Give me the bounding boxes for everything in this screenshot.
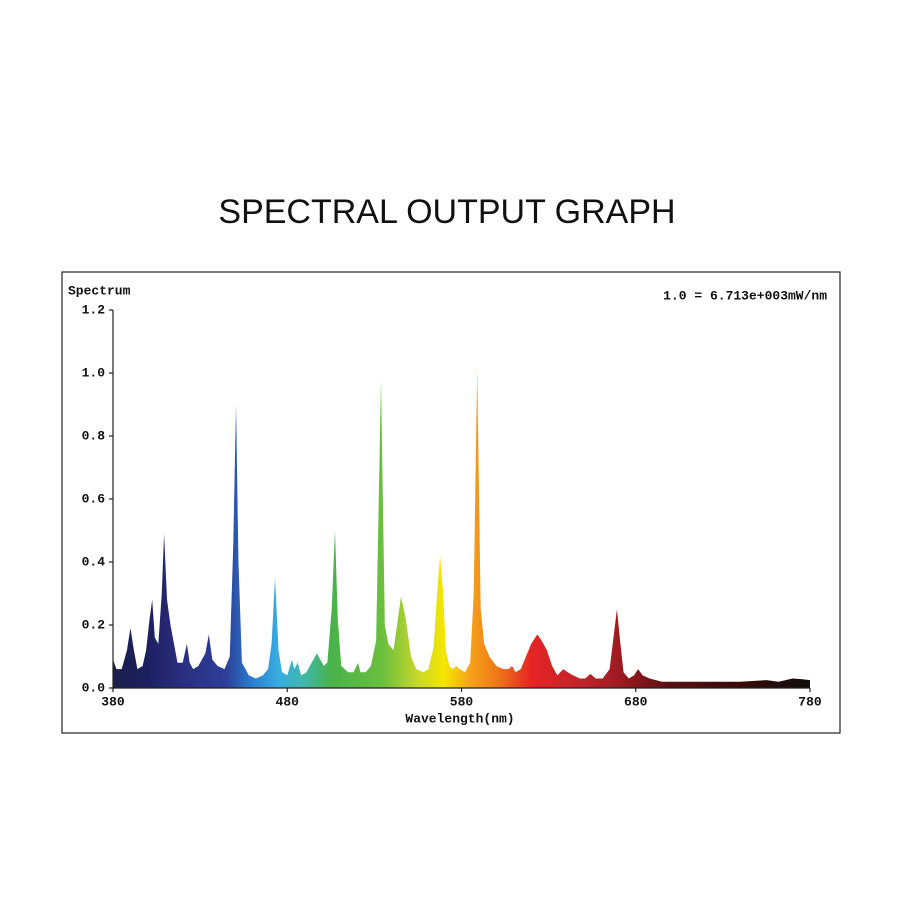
y-tick-label: 0.4	[82, 554, 106, 569]
x-tick-label: 580	[450, 694, 474, 709]
y-tick-label: 0.8	[82, 428, 106, 443]
x-tick-label: 480	[276, 694, 300, 709]
y-tick-label: 0.6	[82, 491, 106, 506]
frame	[61, 271, 841, 734]
chart-title: SPECTRAL OUTPUT GRAPH	[218, 193, 675, 231]
x-tick-label: 380	[101, 694, 125, 709]
y-tick-label: 0.2	[82, 617, 106, 632]
y-axis-label: Spectrum	[68, 283, 131, 298]
x-tick-label: 780	[798, 694, 822, 709]
x-axis-label: Wavelength(nm)	[405, 711, 514, 726]
annotation: 1.0 = 6.713e+003mW/nm	[663, 288, 827, 303]
y-tick-label: 0.0	[82, 680, 106, 695]
x-tick-label: 680	[624, 694, 648, 709]
y-tick-label: 1.0	[82, 365, 106, 380]
spectrum-area	[113, 369, 810, 688]
y-tick-label: 1.2	[82, 302, 106, 317]
